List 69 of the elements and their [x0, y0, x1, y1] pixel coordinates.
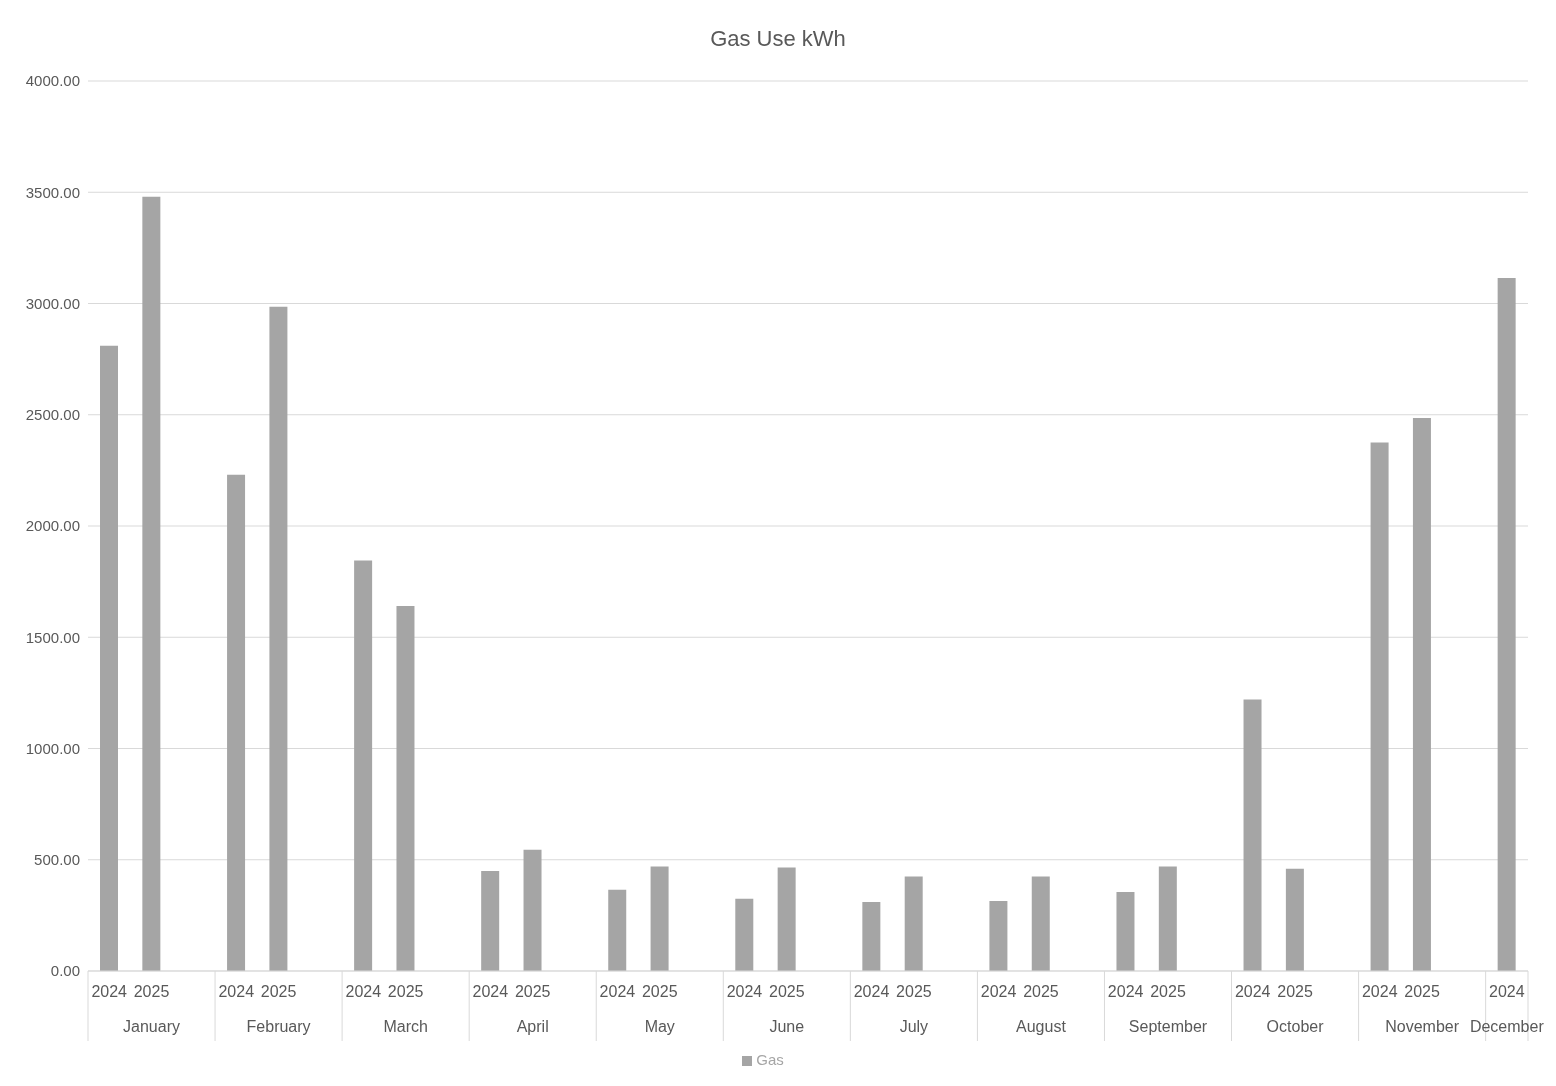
y-tick-label: 3500.00 [25, 183, 80, 201]
bar [1116, 892, 1135, 971]
text: May [644, 1018, 675, 1035]
y-tick-label: 4000.00 [25, 72, 80, 90]
x-tick-label: 2024 [599, 983, 636, 1000]
text: August [1016, 1018, 1067, 1035]
x-tick-label: 2024 [91, 983, 128, 1000]
bar [1370, 442, 1389, 971]
x-tick-label: 2025 [1404, 983, 1441, 1000]
x-tick-label: 2024 [853, 983, 890, 1000]
bar [227, 474, 246, 971]
x-tick-label: 2024 [1234, 983, 1271, 1000]
bar [269, 306, 288, 971]
x-tick-label: 2024 [726, 983, 763, 1000]
x-tick-label: 2024 [1489, 983, 1525, 1000]
bar [1243, 699, 1262, 971]
text: March [383, 1018, 428, 1035]
text: November [1385, 1018, 1460, 1035]
bar [862, 902, 881, 971]
chart-title: Gas Use kWh [709, 25, 847, 53]
legend-label: Gas [756, 1051, 784, 1068]
x-tick-label: 2025 [1023, 983, 1059, 1000]
text: December [1469, 1018, 1545, 1035]
bar [777, 867, 796, 971]
bar [142, 196, 161, 971]
bar [354, 560, 373, 971]
text: June [769, 1018, 805, 1035]
bar [608, 889, 627, 971]
x-tick-label: 2025 [641, 983, 678, 1000]
text: October [1266, 1018, 1325, 1035]
x-tick-label: 2025 [387, 983, 424, 1000]
x-tick-label: 2025 [514, 983, 551, 1000]
x-tick-label: 2025 [133, 983, 170, 1000]
y-tick-label: 1000.00 [25, 739, 80, 757]
x-tick-label: 2025 [896, 983, 932, 1000]
bar [481, 870, 500, 971]
x-tick-label: 2025 [1150, 983, 1186, 1000]
y-tick-label: 500.00 [34, 851, 80, 869]
x-tick-label: 2024 [1361, 983, 1398, 1000]
x-tick-label: 2024 [980, 983, 1017, 1000]
bar [1285, 868, 1304, 971]
x-tick-label: 2024 [1107, 983, 1144, 1000]
y-tick-label: 2500.00 [25, 406, 80, 424]
y-tick-label: 0.00 [50, 962, 80, 980]
text: January [123, 1018, 180, 1035]
bar [989, 900, 1008, 971]
y-tick-label: 1500.00 [25, 628, 80, 646]
text: April [516, 1018, 549, 1035]
bar [735, 898, 754, 971]
text: February [246, 1018, 311, 1035]
bar [904, 876, 923, 971]
bar [1031, 876, 1050, 971]
bar [1412, 418, 1431, 971]
y-tick-label: 3000.00 [25, 294, 80, 312]
bar [396, 606, 415, 971]
x-tick-label: 2025 [1277, 983, 1313, 1000]
bar [100, 345, 118, 971]
x-tick-label: 2024 [345, 983, 382, 1000]
bar [1497, 277, 1516, 971]
x-tick-label: 2025 [769, 983, 805, 1000]
x-tick-label: 2024 [218, 983, 255, 1000]
bar [523, 849, 542, 971]
x-tick-label: 2024 [472, 983, 509, 1000]
bar [1158, 866, 1177, 971]
text: July [899, 1018, 929, 1035]
bar [650, 866, 669, 971]
y-tick-label: 2000.00 [25, 517, 80, 535]
x-tick-label: 2025 [260, 983, 297, 1000]
text: September [1128, 1018, 1208, 1035]
